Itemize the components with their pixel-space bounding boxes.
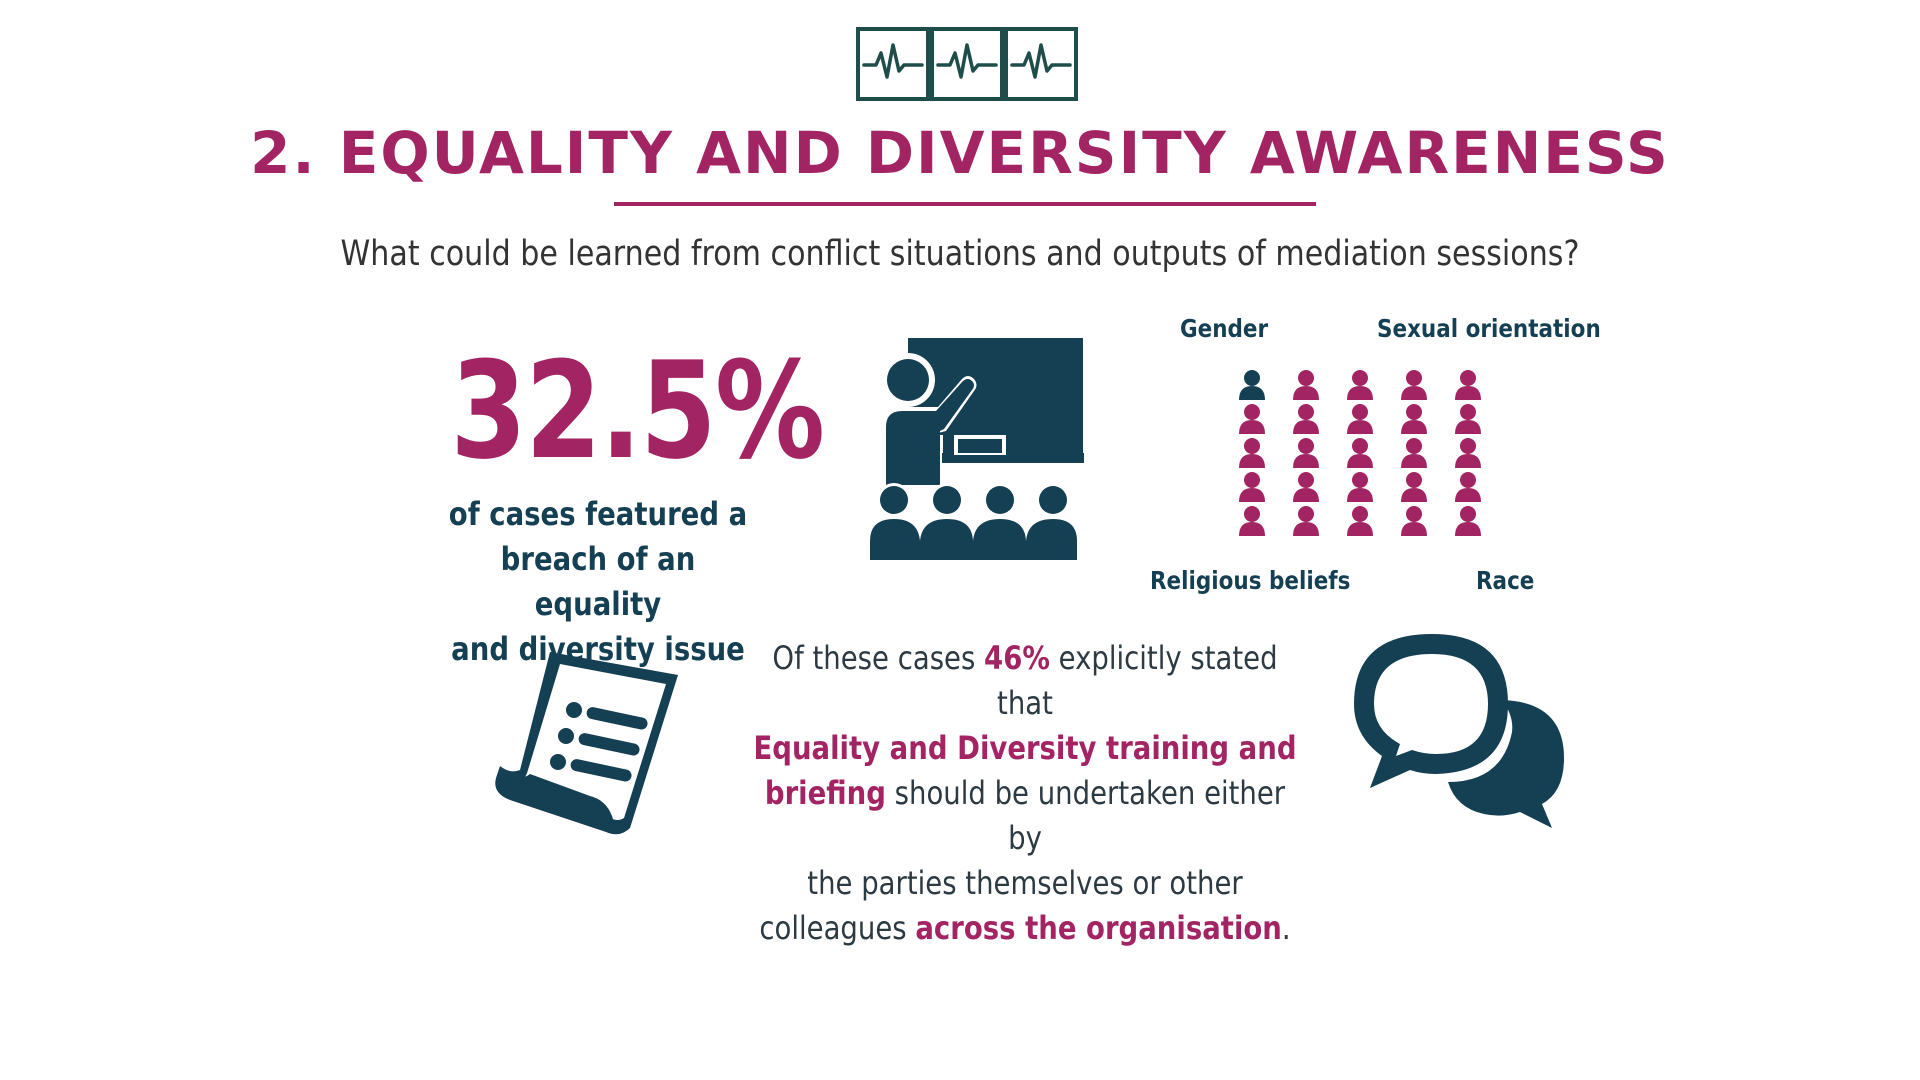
category-label-religious-beliefs: Religious beliefs: [1150, 566, 1351, 595]
people-grid: [1239, 370, 1481, 536]
person-icon: [1347, 404, 1373, 434]
page-subtitle: What could be learned from conflict situ…: [340, 234, 1580, 274]
person-icon: [1239, 370, 1265, 400]
person-icon: [1455, 404, 1481, 434]
person-icon: [1401, 370, 1427, 400]
person-icon: [1455, 472, 1481, 502]
finding-text: .: [1281, 909, 1291, 947]
stat-caption: of cases featured a breach of an equalit…: [443, 492, 753, 672]
finding-line: Of these cases 46% explicitly stated tha…: [746, 636, 1305, 726]
finding-paragraph: Of these cases 46% explicitly stated tha…: [746, 636, 1305, 951]
person-icon: [1293, 404, 1319, 434]
category-label-sexual-orientation: Sexual orientation: [1377, 314, 1601, 343]
finding-text: Of these cases: [772, 639, 985, 677]
finding-highlight-training: Equality and Diversity training and: [753, 729, 1297, 767]
person-icon: [1347, 506, 1373, 536]
stat-caption-line: of cases featured a: [448, 495, 748, 533]
person-icon: [1293, 438, 1319, 468]
category-label-race: Race: [1476, 566, 1535, 595]
classroom-teacher-icon: [870, 338, 1084, 560]
person-icon: [1239, 404, 1265, 434]
finding-line: colleagues across the organisation.: [746, 906, 1305, 951]
person-icon: [1455, 370, 1481, 400]
person-icon: [1455, 506, 1481, 536]
finding-highlight-organisation: across the organisation: [915, 909, 1282, 947]
person-icon: [1401, 404, 1427, 434]
finding-line: briefing should be undertaken either by: [746, 771, 1305, 861]
category-label-gender: Gender: [1180, 314, 1269, 343]
person-icon: [1401, 472, 1427, 502]
person-icon: [1347, 370, 1373, 400]
person-icon: [1455, 438, 1481, 468]
person-icon: [1347, 438, 1373, 468]
stat-caption-line: breach of an equality: [500, 540, 696, 623]
finding-text: colleagues: [759, 909, 916, 947]
document-list-icon: [495, 652, 678, 835]
title-divider: [614, 202, 1316, 206]
page-title: 2. EQUALITY AND DIVERSITY AWARENESS: [250, 119, 1670, 187]
speech-bubbles-icon: [1354, 634, 1564, 828]
person-icon: [1293, 370, 1319, 400]
person-icon: [1239, 472, 1265, 502]
person-icon: [1239, 506, 1265, 536]
person-icon: [1293, 472, 1319, 502]
finding-highlight-briefing: briefing: [764, 774, 886, 812]
finding-line: the parties themselves or other: [807, 864, 1243, 902]
headline-percentage: 32.5%: [450, 333, 825, 489]
person-icon: [1239, 438, 1265, 468]
person-icon: [1347, 472, 1373, 502]
person-icon: [1293, 506, 1319, 536]
finding-text: explicitly stated that: [997, 639, 1278, 722]
finding-highlight-percent: 46%: [984, 639, 1050, 677]
person-icon: [1401, 438, 1427, 468]
finding-text: should be undertaken either by: [885, 774, 1286, 857]
person-icon: [1401, 506, 1427, 536]
heartbeat-monitor-icon: [856, 27, 1078, 101]
